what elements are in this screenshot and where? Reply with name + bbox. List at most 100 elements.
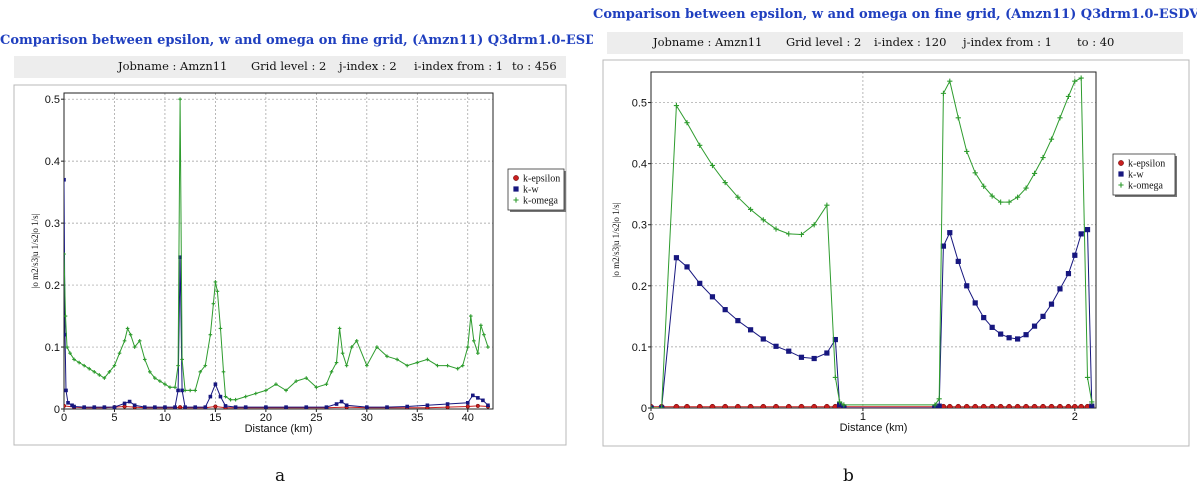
data-point-k-omega	[82, 363, 86, 368]
data-point-k-epsilon	[989, 403, 996, 408]
data-point-k-omega	[188, 388, 192, 393]
data-point-k-omega	[947, 78, 953, 84]
chart-frame	[13, 84, 567, 446]
data-point-k-omega	[340, 351, 345, 356]
caption-b: b	[843, 466, 854, 486]
data-point-k-omega	[1040, 154, 1046, 161]
data-point-k-w	[1023, 332, 1029, 338]
data-point-k-omega	[208, 332, 213, 337]
data-point-k-epsilon	[955, 403, 962, 408]
j-index-from-label: j-index from : 1	[963, 35, 1052, 49]
data-point-k-w	[178, 255, 182, 259]
data-point-k-omega	[233, 397, 238, 402]
y-tick-label: 0	[641, 403, 647, 415]
data-point-k-omega	[972, 170, 978, 176]
data-point-k-w	[798, 354, 805, 360]
data-point-k-omega	[117, 351, 122, 356]
x-tick-label: 0	[61, 412, 67, 424]
data-point-k-w	[102, 405, 107, 409]
data-point-k-w	[344, 403, 349, 408]
data-point-k-omega	[158, 379, 162, 383]
data-point-k-w	[208, 394, 213, 399]
data-point-k-w	[981, 314, 987, 321]
data-point-k-omega	[722, 179, 728, 186]
data-point-k-omega	[221, 370, 226, 374]
data-point-k-w	[223, 404, 228, 408]
x-tick-label: 25	[310, 412, 322, 424]
data-point-k-omega	[1084, 374, 1091, 381]
chart-title: Comparison between epsilon, w and omega …	[593, 7, 1197, 22]
i-index-from-label: i-index from : 1	[414, 59, 504, 73]
y-tick-label: 0	[54, 404, 60, 416]
data-point-k-omega	[482, 332, 486, 337]
data-point-k-omega	[455, 366, 460, 371]
data-point-k-w	[735, 318, 741, 324]
legend-label: k-omega	[1128, 181, 1164, 192]
data-point-k-omega	[324, 382, 329, 387]
legend-label: k-w	[523, 185, 539, 196]
data-point-k-w	[385, 405, 389, 409]
data-point-k-epsilon	[946, 403, 953, 408]
data-point-k-omega	[354, 339, 359, 343]
x-tick-label: 15	[209, 412, 221, 424]
data-point-k-omega	[64, 252, 66, 256]
legend-label: k-omega	[523, 196, 559, 207]
data-point-k-omega	[468, 314, 473, 318]
legend-label: k-w	[1128, 170, 1144, 181]
data-point-k-omega	[658, 405, 665, 408]
data-point-k-w	[66, 401, 70, 405]
data-point-k-omega	[228, 397, 233, 402]
data-point-k-epsilon	[972, 403, 979, 408]
legend-marker	[513, 197, 519, 203]
y-tick-label: 0.1	[632, 342, 647, 354]
legend-box	[507, 168, 565, 211]
data-point-k-w	[112, 405, 117, 409]
data-point-k-omega	[102, 376, 107, 380]
series-k-omega	[651, 75, 1095, 408]
data-point-k-w	[773, 343, 779, 349]
data-point-k-omega	[981, 183, 987, 189]
data-point-k-w	[1089, 403, 1095, 408]
data-point-k-omega	[735, 194, 741, 200]
data-point-k-omega	[203, 363, 208, 368]
data-point-k-w	[122, 401, 127, 406]
data-point-k-w	[203, 405, 208, 409]
data-point-k-omega	[72, 357, 76, 362]
series-k-w	[651, 227, 1095, 408]
data-point-k-omega	[760, 217, 766, 223]
data-point-k-w	[405, 404, 409, 409]
y-tick-label: 0.2	[632, 281, 647, 293]
x-tick-label: 10	[159, 412, 171, 424]
data-point-k-w	[304, 405, 309, 409]
data-point-k-w	[64, 388, 68, 393]
y-tick-label: 0.5	[632, 98, 647, 110]
data-point-k-w	[940, 243, 947, 249]
data-point-k-omega	[183, 388, 187, 393]
y-axis-label: |o m2/s3|u 1/s2|o 1/s|	[30, 213, 40, 288]
data-point-k-w	[324, 405, 329, 409]
data-point-k-w	[1031, 323, 1038, 329]
x-tick-label: 35	[411, 412, 423, 424]
data-point-k-w	[972, 300, 978, 306]
data-point-k-omega	[460, 363, 465, 368]
data-point-k-w	[1006, 335, 1012, 341]
data-point-k-omega	[337, 326, 342, 331]
data-point-k-epsilon	[824, 403, 830, 408]
data-point-k-omega	[198, 370, 203, 374]
data-point-k-w	[684, 264, 690, 270]
series-k-w	[64, 177, 490, 409]
data-point-k-omega	[125, 326, 130, 331]
data-point-k-epsilon	[1014, 403, 1021, 408]
data-point-k-w	[722, 307, 728, 313]
legend-marker	[1118, 171, 1124, 177]
data-point-k-w	[64, 332, 67, 337]
data-point-k-w	[218, 394, 223, 399]
data-point-k-w	[1078, 231, 1084, 237]
grid-level-label: Grid level : 2	[786, 35, 862, 49]
data-point-k-omega	[329, 370, 334, 374]
data-point-k-omega	[92, 370, 97, 374]
job-info-bar: Jobname : Amzn11 Grid level : 2 i-index …	[607, 32, 1183, 54]
data-point-k-omega	[841, 402, 847, 408]
series-line-k-omega	[64, 99, 489, 401]
data-point-k-omega	[77, 360, 81, 365]
